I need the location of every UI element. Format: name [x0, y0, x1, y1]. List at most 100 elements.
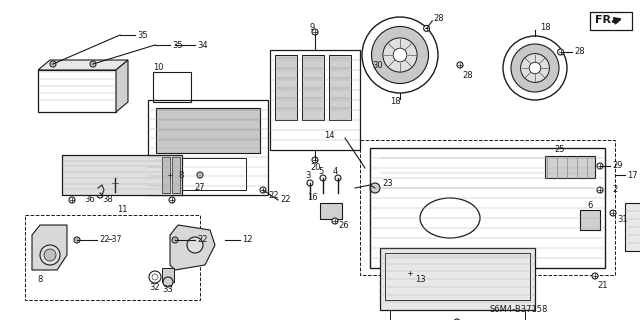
Circle shape — [407, 270, 413, 276]
Text: 25: 25 — [555, 146, 565, 155]
Text: 31: 31 — [617, 215, 628, 225]
Text: 14: 14 — [324, 132, 335, 140]
Polygon shape — [38, 60, 128, 70]
Circle shape — [503, 36, 567, 100]
Circle shape — [90, 61, 96, 67]
Circle shape — [320, 175, 326, 181]
Circle shape — [152, 274, 158, 280]
Circle shape — [367, 64, 369, 66]
Text: 17: 17 — [627, 171, 637, 180]
Text: 36: 36 — [84, 196, 95, 204]
Circle shape — [76, 239, 78, 241]
Text: 12: 12 — [242, 236, 253, 244]
Text: 22: 22 — [197, 236, 207, 244]
Text: 10: 10 — [153, 63, 163, 73]
Text: 22: 22 — [99, 236, 109, 244]
Bar — [625, 203, 640, 251]
Circle shape — [557, 49, 564, 55]
Text: 3: 3 — [305, 171, 310, 180]
Text: 34: 34 — [197, 41, 207, 50]
Circle shape — [172, 237, 178, 243]
Circle shape — [50, 61, 56, 67]
Circle shape — [167, 172, 173, 178]
Bar — [153, 72, 191, 102]
Text: 2: 2 — [612, 186, 617, 195]
Bar — [390, 310, 525, 320]
Text: 28: 28 — [462, 70, 472, 79]
Bar — [580, 210, 600, 230]
Circle shape — [365, 62, 371, 68]
Circle shape — [187, 237, 203, 253]
Circle shape — [69, 197, 75, 203]
Circle shape — [52, 63, 54, 65]
Text: 30: 30 — [372, 60, 383, 69]
Polygon shape — [62, 155, 182, 195]
Circle shape — [335, 175, 341, 181]
Circle shape — [197, 172, 203, 178]
Text: 26: 26 — [338, 221, 349, 230]
Circle shape — [362, 17, 438, 93]
Text: FR.: FR. — [595, 15, 616, 25]
Bar — [385, 253, 530, 300]
Circle shape — [199, 174, 201, 176]
Circle shape — [597, 187, 603, 193]
Text: 16: 16 — [307, 194, 318, 203]
Circle shape — [97, 192, 103, 198]
Circle shape — [260, 187, 266, 193]
Circle shape — [149, 271, 161, 283]
Text: 18: 18 — [390, 97, 400, 106]
Bar — [302, 55, 324, 120]
Circle shape — [112, 175, 118, 181]
Bar — [25, 215, 200, 300]
Bar — [275, 55, 297, 120]
Polygon shape — [32, 225, 67, 270]
Bar — [172, 157, 180, 193]
Text: 35: 35 — [172, 41, 182, 50]
Circle shape — [592, 273, 598, 279]
Bar — [380, 248, 535, 310]
Text: 29: 29 — [612, 162, 623, 171]
Circle shape — [383, 38, 417, 72]
Text: 5: 5 — [318, 167, 323, 177]
Circle shape — [511, 44, 559, 92]
Text: 15: 15 — [637, 252, 640, 260]
Text: 35: 35 — [137, 30, 148, 39]
Bar — [38, 70, 116, 112]
Circle shape — [312, 157, 318, 163]
Circle shape — [454, 319, 460, 320]
Text: 22: 22 — [268, 190, 278, 199]
Bar — [156, 108, 260, 153]
Circle shape — [332, 218, 338, 224]
Circle shape — [371, 27, 429, 84]
Text: 11: 11 — [116, 204, 127, 213]
Circle shape — [424, 25, 429, 31]
Text: 18: 18 — [540, 23, 550, 33]
Bar — [360, 140, 615, 275]
Polygon shape — [170, 225, 215, 270]
Text: 23: 23 — [382, 179, 392, 188]
Circle shape — [174, 239, 176, 241]
Bar — [162, 157, 170, 193]
Circle shape — [597, 163, 603, 169]
Text: 21: 21 — [597, 282, 607, 291]
Text: 8: 8 — [37, 276, 42, 284]
Text: 28: 28 — [433, 14, 444, 23]
Text: ─37: ─37 — [107, 236, 122, 244]
Bar — [148, 100, 268, 195]
Circle shape — [370, 183, 380, 193]
Circle shape — [40, 245, 60, 265]
Bar — [270, 50, 360, 150]
Circle shape — [74, 237, 80, 243]
Bar — [590, 12, 632, 30]
Circle shape — [92, 63, 94, 65]
Text: 28: 28 — [574, 47, 584, 57]
Bar — [162, 268, 174, 282]
Text: 27: 27 — [195, 183, 205, 193]
Text: 20: 20 — [310, 164, 321, 172]
Ellipse shape — [420, 198, 480, 238]
Bar — [320, 203, 342, 219]
Circle shape — [169, 197, 175, 203]
Circle shape — [457, 62, 463, 68]
Circle shape — [393, 48, 407, 62]
Polygon shape — [116, 60, 128, 112]
